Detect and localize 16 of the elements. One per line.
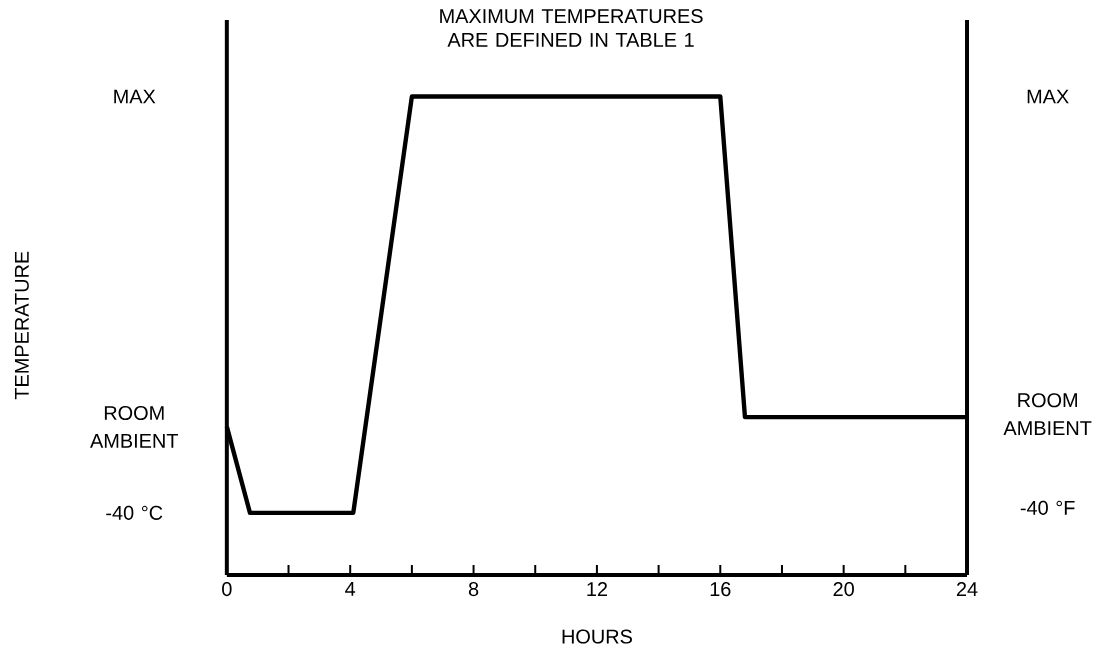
x-tick-label: 8 — [468, 582, 479, 597]
x-tick-label: 24 — [956, 582, 978, 597]
text: -40 °F — [1020, 500, 1075, 516]
x-tick-label: 16 — [710, 582, 731, 597]
x-tick-label: 4 — [345, 582, 356, 596]
text: ROOM AMBIENT — [1003, 393, 1092, 436]
x-tick-label: 0 — [222, 582, 232, 597]
text: MAX — [114, 89, 156, 104]
text: MAX — [1027, 89, 1069, 104]
x-axis-title: HOURS — [562, 629, 632, 644]
x-tick-label: 20 — [833, 582, 854, 597]
text: -40 °C — [106, 505, 163, 521]
text: ROOM AMBIENT — [90, 406, 179, 448]
x-tick-label: 12 — [587, 582, 607, 597]
chart-title: MAXIMUM TEMPERATURES ARE DEFINED IN TABLE 1 — [440, 9, 703, 47]
text: TEMPERATURE — [14, 251, 29, 400]
